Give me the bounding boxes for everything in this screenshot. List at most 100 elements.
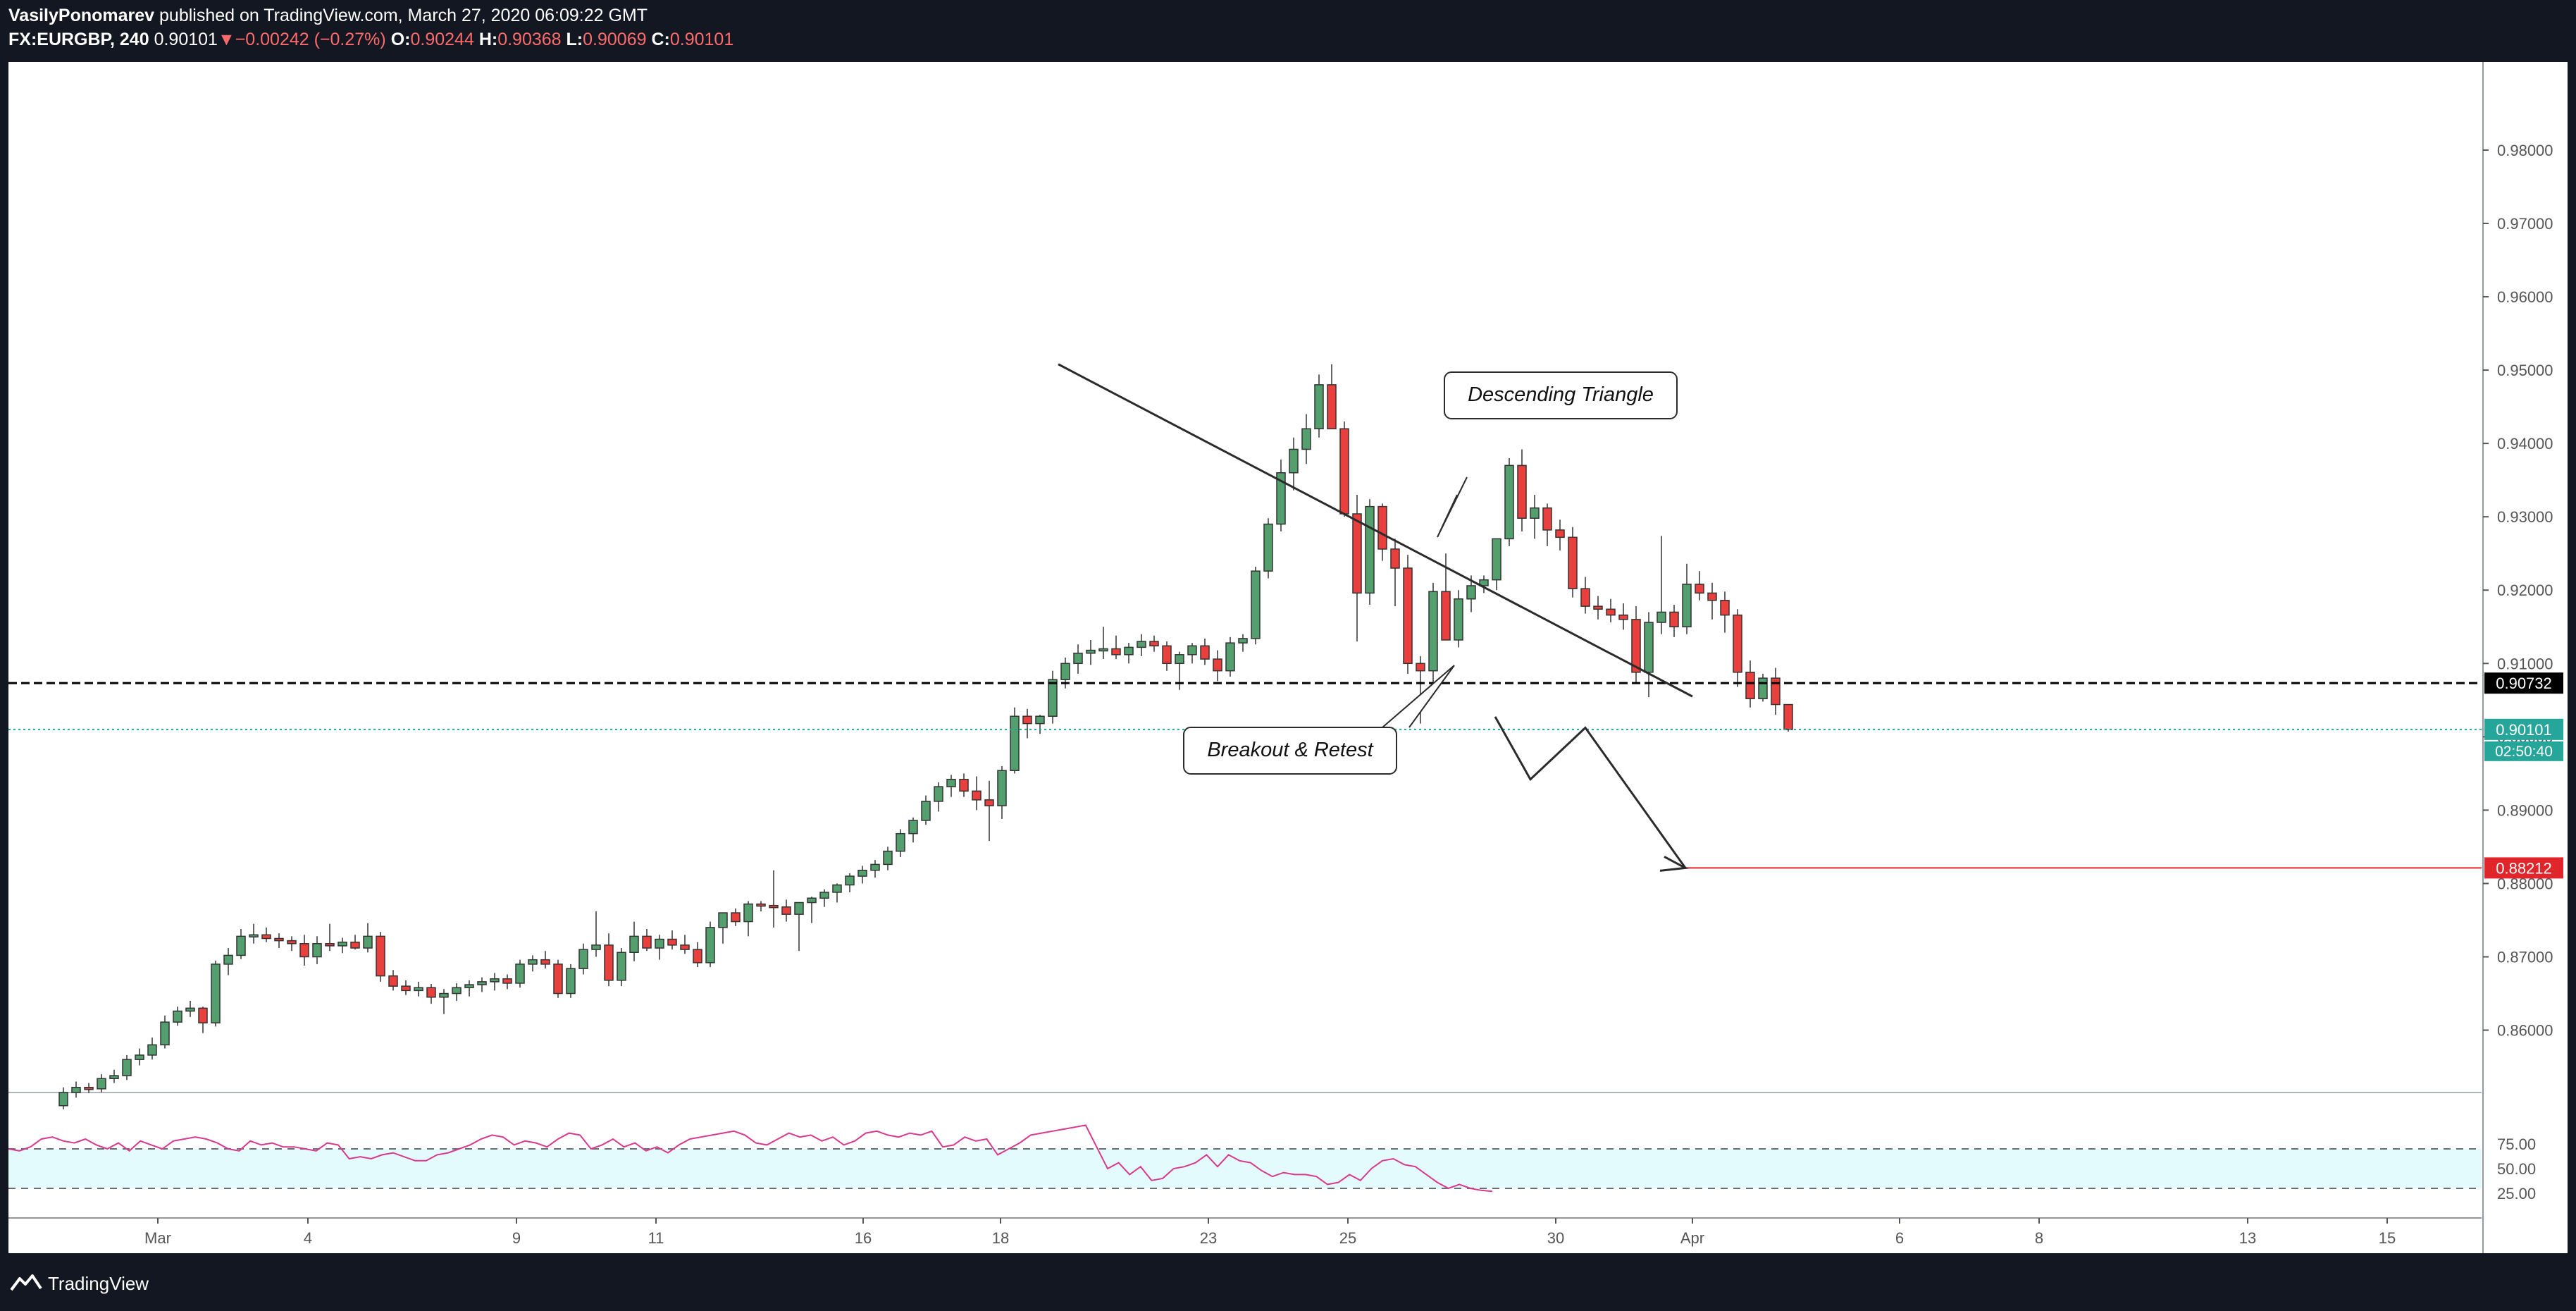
- price-tick-label: 0.89000: [2497, 801, 2553, 819]
- candle-up: [515, 964, 525, 984]
- rsi-tick-label: 50.00: [2497, 1160, 2536, 1178]
- candle-down: [261, 934, 271, 940]
- candle-up: [1225, 642, 1235, 672]
- high-value: 0.90368: [497, 30, 562, 49]
- tradingview-brand[interactable]: TradingView: [48, 1273, 149, 1294]
- candle-up: [934, 786, 943, 802]
- symbol-label[interactable]: FX:EURGBP, 240: [8, 30, 149, 49]
- candle-up: [490, 978, 500, 983]
- candle-up: [1035, 715, 1045, 725]
- candle-up: [1758, 677, 1768, 699]
- candle-down: [1631, 619, 1641, 673]
- price-tick-label: 0.91000: [2497, 655, 2553, 672]
- candle-up: [1263, 523, 1273, 572]
- candle-up: [97, 1078, 106, 1090]
- candle-down: [350, 941, 360, 949]
- candle-down: [972, 790, 982, 801]
- projection-path: [1494, 716, 1687, 869]
- candle-up: [414, 987, 423, 992]
- candle-up: [223, 954, 233, 965]
- candle-up: [1073, 652, 1083, 665]
- change-down-icon: ▼: [217, 30, 235, 49]
- candle-down: [1542, 507, 1552, 531]
- candle-up: [1530, 507, 1540, 519]
- time-tick-label: 11: [648, 1229, 664, 1247]
- candle-down: [1783, 703, 1793, 730]
- current-price-tag: [2484, 718, 2563, 740]
- close-value: 0.90101: [669, 30, 734, 49]
- author-name[interactable]: VasilyPonomarev: [8, 6, 155, 25]
- price-tick-label: 0.86000: [2497, 1022, 2553, 1040]
- tradingview-logo-icon[interactable]: [10, 1273, 42, 1291]
- candle-up: [921, 801, 931, 821]
- candle-down: [1606, 608, 1616, 616]
- candle-up: [1365, 505, 1375, 594]
- candle-up: [946, 778, 956, 787]
- candle-up: [1137, 641, 1146, 648]
- low-label: L:: [566, 30, 583, 49]
- candle-up: [908, 820, 918, 835]
- candle-down: [680, 944, 690, 950]
- last-price: 0.90101: [154, 30, 218, 49]
- candle-up: [211, 964, 221, 1023]
- candle-up: [135, 1054, 144, 1060]
- candle-down: [84, 1086, 94, 1090]
- candle-up: [528, 959, 538, 965]
- candle-down: [426, 987, 436, 998]
- candle-up: [1466, 585, 1476, 600]
- callout-pointer: [1382, 665, 1455, 728]
- candle-up: [1010, 715, 1020, 771]
- price-tick-label: 0.97000: [2497, 215, 2553, 233]
- rsi-tick-label: 25.00: [2497, 1185, 2536, 1202]
- candle-up: [578, 949, 588, 969]
- candle-up: [1454, 598, 1463, 641]
- candle-up: [896, 832, 905, 852]
- candle-down: [299, 943, 309, 958]
- callout-box: [1183, 727, 1397, 775]
- rsi-line: [8, 1124, 1493, 1193]
- candle-up: [1682, 584, 1692, 628]
- rsi-tick-label: 75.00: [2497, 1135, 2536, 1153]
- candle-down: [1733, 614, 1742, 673]
- candle-up: [71, 1086, 81, 1093]
- candle-down: [274, 937, 284, 942]
- callout-pointer: [1437, 476, 1468, 538]
- open-value: 0.90244: [410, 30, 474, 49]
- callout-breakout-retest: Breakout & Retest: [1207, 739, 1374, 761]
- candle-down: [1720, 600, 1730, 616]
- chart-canvas[interactable]: 0.98000 0.97000 0.96000 0.95000 0.94000 0.930…: [8, 62, 2568, 1253]
- candle-down: [1593, 605, 1603, 610]
- time-tick-label: Mar: [144, 1229, 171, 1247]
- countdown-tag: [2484, 741, 2563, 761]
- support-price-tag: [2484, 672, 2563, 694]
- candle-down: [1327, 384, 1337, 430]
- candle-up: [160, 1021, 170, 1046]
- open-label: O:: [390, 30, 411, 49]
- callout-descending-triangle: Descending Triangle: [1468, 383, 1654, 406]
- time-tick-label: 15: [2379, 1229, 2396, 1247]
- candle-up: [819, 892, 829, 899]
- candle-up: [1124, 646, 1134, 656]
- publish-line: VasilyPonomarev published on TradingView…: [8, 6, 648, 26]
- candle-up: [249, 934, 259, 938]
- price-change: −0.00242 (−0.27%): [235, 30, 386, 49]
- candle-up: [1175, 654, 1184, 665]
- candle-down: [1111, 648, 1121, 656]
- candle-up: [452, 987, 462, 995]
- chart-header: VasilyPonomarev published on TradingView…: [0, 0, 2576, 62]
- candle-up: [122, 1059, 132, 1076]
- candle-up: [857, 869, 867, 877]
- candle-down: [540, 959, 550, 965]
- candle-down: [287, 940, 297, 944]
- candle-down: [1377, 505, 1387, 550]
- price-tick-label: 0.98000: [2497, 142, 2553, 159]
- candle-down: [1416, 663, 1425, 672]
- candle-down: [1618, 614, 1628, 620]
- candle-up: [1301, 428, 1311, 450]
- candle-down: [1441, 591, 1451, 641]
- countdown-label: 02:50:40: [2495, 744, 2553, 760]
- candle-down: [756, 903, 766, 907]
- candle-down: [401, 985, 411, 992]
- candle-up: [147, 1044, 157, 1056]
- chart-frame[interactable]: 0.98000 0.97000 0.96000 0.95000 0.94000 0.930…: [8, 62, 2568, 1253]
